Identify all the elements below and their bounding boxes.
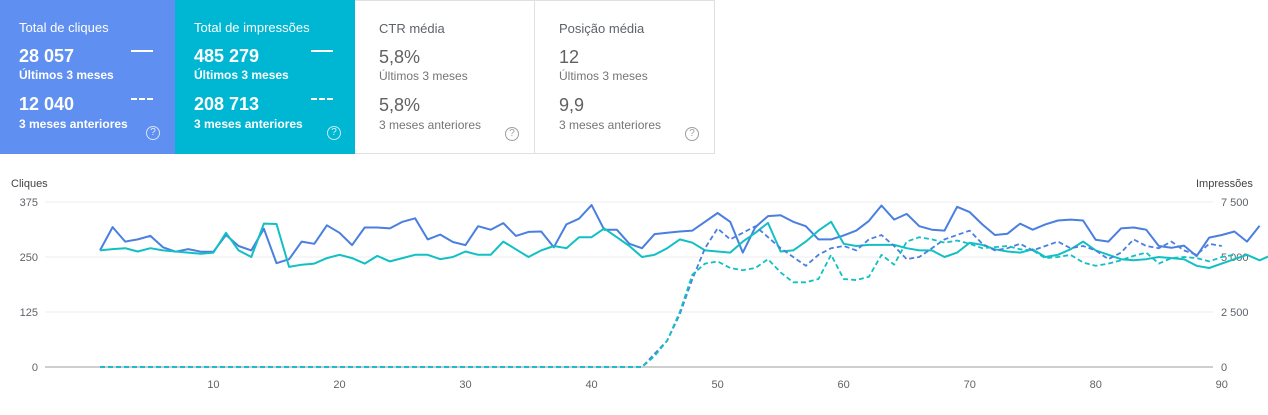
previous-value: 5,8% <box>379 95 421 115</box>
help-icon[interactable]: ? <box>146 126 160 140</box>
x-tick-label: 40 <box>585 379 597 391</box>
x-tick-label: 60 <box>838 379 850 391</box>
left-tick-label: 250 <box>20 252 38 264</box>
previous-period-label: 3 meses anteriores <box>559 118 662 132</box>
x-tick-label: 10 <box>207 379 219 391</box>
clicks-previous-line <box>100 225 1222 368</box>
previous-value: 208 713 <box>194 94 260 114</box>
clicks-card[interactable]: Total de cliques 28 057 Últimos 3 meses 12 … <box>0 0 175 154</box>
left-tick-label: 0 <box>32 362 38 374</box>
current-period-label: Últimos 3 meses <box>194 68 289 82</box>
right-tick-label: 2 500 <box>1221 307 1249 319</box>
impressions-card[interactable]: Total de impressões 485 279 Últimos 3 mese… <box>175 0 355 154</box>
current-value: 5,8% <box>379 47 421 67</box>
solid-line-legend-icon <box>131 50 153 52</box>
dashed-line-legend-icon <box>131 98 153 100</box>
current-period-label: Últimos 3 meses <box>559 69 648 83</box>
help-icon[interactable]: ? <box>327 126 341 140</box>
current-period-label: Últimos 3 meses <box>379 69 468 83</box>
right-axis-title: Impressões <box>1196 178 1253 190</box>
dashed-line-legend-icon <box>311 98 333 100</box>
left-tick-label: 125 <box>20 307 38 319</box>
right-tick-label: 7 500 <box>1221 197 1249 209</box>
x-tick-label: 80 <box>1090 379 1102 391</box>
left-axis-title: Cliques <box>11 178 48 190</box>
previous-period-label: 3 meses anteriores <box>194 117 303 131</box>
x-tick-label: 50 <box>711 379 723 391</box>
card-title: Posição média <box>559 21 645 36</box>
x-tick-label: 90 <box>1216 379 1228 391</box>
previous-period-label: 3 meses anteriores <box>379 118 482 132</box>
impressions-previous-line <box>100 236 1235 368</box>
clicks-current-line <box>99 204 1261 265</box>
card-title: Total de cliques <box>19 20 109 35</box>
help-icon[interactable]: ? <box>505 127 519 141</box>
x-tick-label: 20 <box>333 379 345 391</box>
current-value: 485 279 <box>194 46 260 66</box>
help-icon[interactable]: ? <box>685 127 699 141</box>
right-tick-label: 0 <box>1221 362 1227 374</box>
previous-value: 9,9 <box>559 95 585 115</box>
previous-value: 12 040 <box>19 94 75 114</box>
x-tick-label: 70 <box>964 379 976 391</box>
current-value: 28 057 <box>19 46 75 66</box>
card-title: CTR média <box>379 21 445 36</box>
previous-period-label: 3 meses anteriores <box>19 117 128 131</box>
ctr-card[interactable]: CTR média 5,8% Últimos 3 meses 5,8% 3 meses … <box>355 0 535 154</box>
left-tick-label: 375 <box>20 197 38 209</box>
position-card[interactable]: Posição média 12 Últimos 3 meses 9,9 3 meses… <box>535 0 715 154</box>
card-title: Total de impressões <box>194 20 310 35</box>
current-period-label: Últimos 3 meses <box>19 68 114 82</box>
current-value: 12 <box>559 47 580 67</box>
x-tick-label: 30 <box>459 379 471 391</box>
solid-line-legend-icon <box>311 50 333 52</box>
impressions-current-line <box>99 220 1268 269</box>
